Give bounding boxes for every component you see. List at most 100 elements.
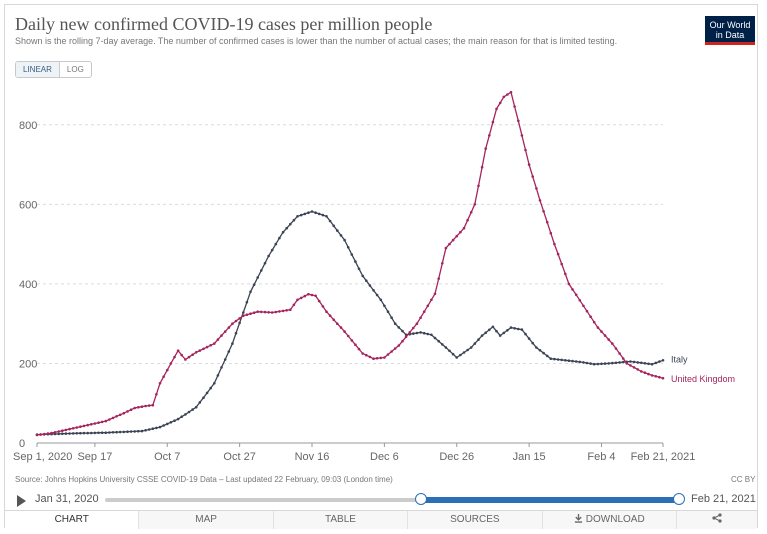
data-point-united-kingdom [415,322,419,326]
data-point-italy [122,430,126,434]
data-point-italy [173,419,176,423]
data-point-united-kingdom [234,319,238,323]
data-point-united-kingdom [477,184,480,188]
series-layer [35,90,665,437]
y-tick-label: 800 [19,120,37,132]
data-point-united-kingdom [187,355,191,359]
download-icon [574,514,582,523]
data-point-united-kingdom [166,368,169,372]
data-point-italy [538,349,542,352]
data-point-united-kingdom [336,322,339,326]
data-point-united-kingdom [527,163,531,166]
data-point-italy [162,424,165,427]
data-point-united-kingdom [104,419,108,423]
tab-table[interactable]: TABLE [273,511,409,529]
data-point-italy [144,429,147,432]
data-point-united-kingdom [144,404,147,408]
data-point-united-kingdom [480,165,484,169]
tab-share[interactable] [676,511,757,529]
data-point-united-kingdom [426,304,430,308]
data-point-italy [274,242,278,246]
chart-card: Daily new confirmed COVID-19 cases per m… [4,4,759,529]
data-point-united-kingdom [173,355,176,359]
data-point-italy [585,361,589,365]
data-point-united-kingdom [100,420,104,424]
timeline-end-handle[interactable] [673,493,685,505]
data-point-italy [93,431,97,435]
data-point-united-kingdom [618,352,621,355]
series-labels: Italy United Kingdom [671,354,735,384]
data-point-italy [307,211,310,214]
data-point-united-kingdom [357,347,361,351]
timeline: Jan 31, 2020 Feb 21, 2021 [5,489,759,511]
play-icon[interactable] [17,495,26,507]
data-point-italy [252,283,256,287]
data-point-italy [589,362,592,365]
data-point-united-kingdom [133,406,136,410]
data-point-italy [567,359,571,363]
data-point-united-kingdom [270,311,274,314]
linear-scale-button[interactable]: LINEAR [16,62,60,77]
scale-toggle: LINEAR LOG [15,61,92,78]
y-tick-label: 400 [19,279,37,291]
data-point-italy [234,331,238,335]
data-point-italy [451,352,455,356]
data-point-italy [118,430,122,434]
data-point-united-kingdom [437,277,441,280]
data-point-united-kingdom [137,406,140,409]
data-point-united-kingdom [404,335,408,339]
tab-chart[interactable]: CHART [5,511,140,529]
data-point-united-kingdom [444,246,448,250]
data-point-united-kingdom [126,410,129,413]
data-point-united-kingdom [325,310,328,314]
data-point-united-kingdom [310,293,314,297]
license-link[interactable]: CC BY [731,475,756,484]
data-point-united-kingdom [455,234,459,238]
data-point-italy [531,341,534,345]
tab-download[interactable]: DOWNLOAD [542,511,677,529]
data-point-united-kingdom [332,318,336,322]
data-point-italy [137,429,140,433]
data-point-united-kingdom [223,330,227,333]
y-tick-label: 600 [19,199,37,211]
data-point-united-kingdom [86,423,89,427]
log-scale-button[interactable]: LOG [66,65,84,74]
data-point-italy [596,362,600,366]
timeline-track[interactable] [105,498,679,502]
data-point-italy [582,361,585,364]
data-point-united-kingdom [198,349,202,352]
data-point-italy [314,211,317,214]
data-point-italy [82,431,86,435]
data-point-italy [79,431,82,435]
owid-logo[interactable]: Our World in Data [705,16,755,45]
source-note: Source: Johns Hopkins University CSSE CO… [15,475,393,484]
timeline-selected-range[interactable] [421,497,679,503]
data-point-united-kingdom [184,358,187,361]
data-point-italy [180,415,183,419]
data-point-united-kingdom [524,148,527,152]
data-point-united-kingdom [491,120,495,124]
data-point-italy [607,362,610,365]
timeline-end-label: Feb 21, 2021 [691,493,756,505]
data-point-italy [469,346,473,349]
data-point-united-kingdom [238,317,241,320]
data-point-italy [509,326,513,329]
data-point-united-kingdom [108,418,111,421]
tab-sources[interactable]: SOURCES [408,511,543,529]
data-point-united-kingdom [292,303,296,307]
y-tick-label: 200 [19,358,37,370]
data-point-italy [553,357,556,361]
data-point-italy [285,226,289,230]
data-point-united-kingdom [408,331,412,334]
data-point-italy [223,358,227,361]
data-point-united-kingdom [600,330,603,333]
timeline-start-handle[interactable] [415,493,427,505]
data-point-italy [111,431,115,434]
data-point-united-kingdom [383,356,386,359]
data-point-united-kingdom [158,382,162,385]
data-point-united-kingdom [542,210,545,213]
data-point-italy [517,327,520,331]
tab-map[interactable]: MAP [139,511,274,529]
data-point-united-kingdom [520,134,524,137]
data-point-italy [488,328,491,332]
